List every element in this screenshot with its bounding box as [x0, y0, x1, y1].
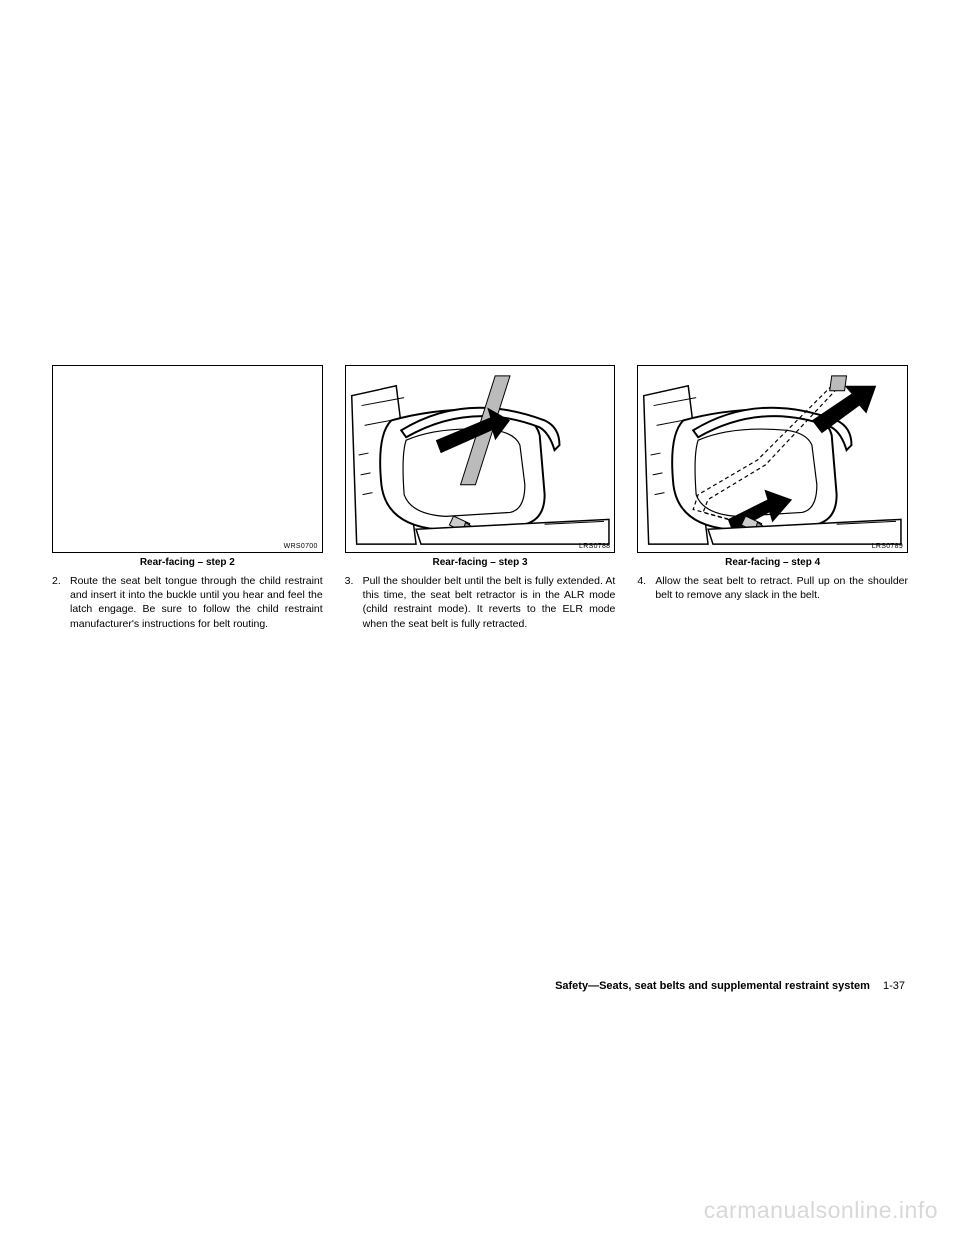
carseat-step3-illustration: [346, 366, 615, 552]
instruction-3: 4. Allow the seat belt to retract. Pull …: [637, 574, 908, 602]
footer-page-number: 1-37: [883, 980, 905, 992]
instruction-2: 3. Pull the shoulder belt until the belt…: [345, 574, 616, 631]
column-2: LRS0788 Rear-facing – step 3 3. Pull the…: [345, 365, 616, 631]
instruction-number-2: 3.: [345, 574, 363, 631]
instruction-text-2: Pull the shoulder belt until the belt is…: [363, 574, 616, 631]
instruction-1: 2. Route the seat belt tongue through th…: [52, 574, 323, 631]
page-footer: Safety—Seats, seat belts and supplementa…: [555, 980, 905, 992]
figure-box-2: LRS0788: [345, 365, 616, 553]
column-3: LRS0789 Rear-facing – step 4 4. Allow th…: [637, 365, 908, 631]
figure-caption-1: Rear-facing – step 2: [52, 557, 323, 568]
figure-caption-2: Rear-facing – step 3: [345, 557, 616, 568]
instruction-text-3: Allow the seat belt to retract. Pull up …: [655, 574, 908, 602]
figure-box-3: LRS0789: [637, 365, 908, 553]
instruction-number-3: 4.: [637, 574, 655, 602]
instruction-text-1: Route the seat belt tongue through the c…: [70, 574, 323, 631]
instruction-item-1: 2. Route the seat belt tongue through th…: [52, 574, 323, 631]
column-1: WRS0700 Rear-facing – step 2 2. Route th…: [52, 365, 323, 631]
figure-code-1: WRS0700: [284, 543, 318, 550]
page-content: WRS0700 Rear-facing – step 2 2. Route th…: [52, 365, 908, 631]
figure-code-2: LRS0788: [579, 543, 610, 550]
instruction-item-3: 4. Allow the seat belt to retract. Pull …: [637, 574, 908, 602]
figure-box-1: WRS0700: [52, 365, 323, 553]
figure-code-3: LRS0789: [872, 543, 903, 550]
instruction-item-2: 3. Pull the shoulder belt until the belt…: [345, 574, 616, 631]
watermark: carmanualsonline.info: [704, 1197, 938, 1224]
carseat-step4-illustration: [638, 366, 907, 552]
instruction-number-1: 2.: [52, 574, 70, 631]
footer-section-title: Safety—Seats, seat belts and supplementa…: [555, 980, 870, 992]
figure-caption-3: Rear-facing – step 4: [637, 557, 908, 568]
